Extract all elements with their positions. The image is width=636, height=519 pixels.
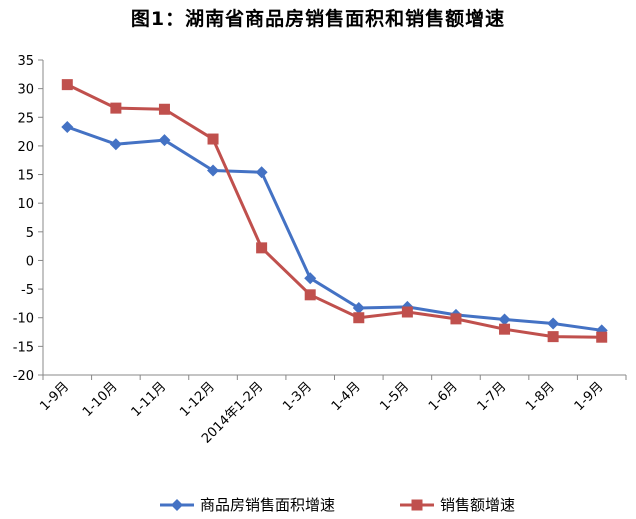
data-point [61,79,73,91]
data-point [158,103,170,115]
data-point [498,313,511,326]
series-group [61,79,608,343]
y-tick-label: 30 [17,83,34,98]
data-point [158,134,171,147]
y-tick-label: 5 [26,226,34,241]
data-point [109,138,122,151]
y-tick-label: 35 [17,54,34,69]
data-point [547,331,559,343]
legend-item-1: 商品房销售面积增速 [160,496,335,514]
y-tick-label: -15 [13,340,34,355]
data-point [547,317,560,330]
series-line [66,125,602,332]
data-point [499,323,511,335]
data-point [596,331,608,343]
y-tick-label: 15 [17,169,34,184]
x-tick-label: 1-3月 [280,379,315,414]
y-tick-label: 25 [17,111,34,126]
data-point [450,313,462,325]
data-point [401,306,413,318]
y-tick-label: -20 [13,369,34,384]
x-tick-label: 1-9月 [572,379,607,414]
data-point [61,121,74,134]
x-tick-label: 1-10月 [80,379,121,420]
x-tick-label: 1-12月 [177,379,218,420]
legend-label: 销售额增速 [440,496,515,514]
x-tick-label: 1-4月 [329,379,364,414]
data-point [304,289,316,301]
y-tick-label: 10 [17,197,34,212]
legend-marker [171,499,183,511]
data-point [207,164,220,177]
data-point [353,312,365,324]
legend-marker [411,499,423,511]
legend: 商品房销售面积增速 销售额增速 [160,496,515,514]
x-tick-label: 1-11月 [129,379,170,420]
data-point [352,301,365,314]
data-point [304,272,317,285]
series-2 [61,79,608,343]
x-tick-label: 1-8月 [523,379,558,414]
y-tick-label: -5 [21,283,34,298]
x-tick-label: 1-6月 [426,379,461,414]
data-point [110,102,122,114]
data-point [207,133,219,145]
series-line [66,83,602,339]
series-1 [61,121,608,337]
legend-label: 商品房销售面积增速 [200,496,335,514]
y-axis-ticks: 35 30 25 20 15 10 5 0 -5 -10 -15 -20 [13,54,43,384]
legend-item-2: 销售额增速 [400,496,515,514]
y-tick-label: -10 [13,312,34,327]
data-point [256,242,268,254]
x-tick-label: 1-9月 [37,379,72,414]
x-tick-label: 1-7月 [475,379,510,414]
x-tick-label: 1-5月 [377,379,412,414]
y-tick-label: 0 [26,254,34,269]
y-tick-label: 20 [17,140,34,155]
data-point [255,166,268,179]
chart-title: 图1：湖南省商品房销售面积和销售额增速 [130,8,506,30]
